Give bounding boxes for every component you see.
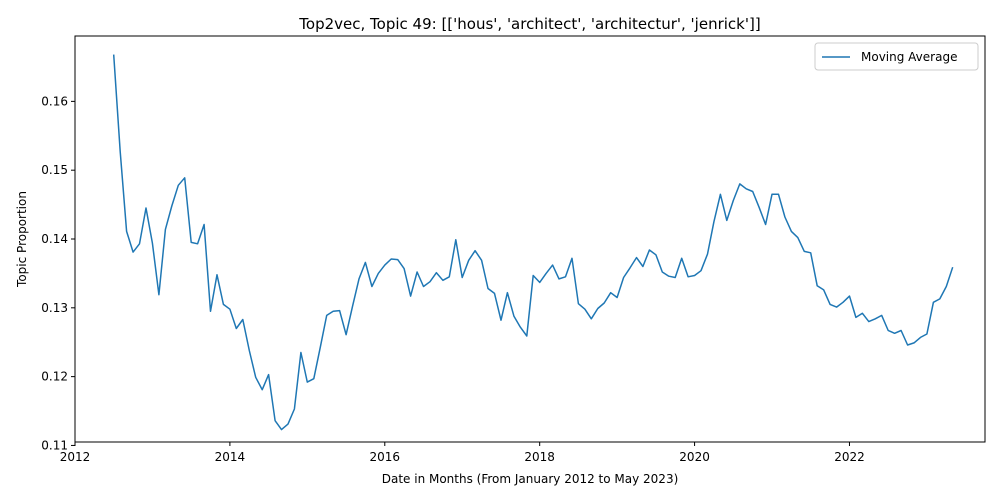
x-tick-label: 2012 (60, 450, 91, 464)
legend-label: Moving Average (861, 50, 957, 64)
y-tick-label: 0.11 (41, 438, 68, 452)
x-tick-label: 2018 (524, 450, 555, 464)
y-axis-label: Topic Proportion (15, 191, 29, 288)
x-axis: 2012 2014 2016 2018 2020 2022 (60, 442, 865, 464)
legend: Moving Average (814, 42, 979, 71)
y-tick-label: 0.12 (41, 370, 68, 384)
plot-frame (74, 35, 986, 443)
series-group (112, 54, 954, 431)
y-tick-label: 0.16 (41, 94, 68, 108)
chart-title: Top2vec, Topic 49: [['hous', 'architect'… (298, 15, 760, 33)
y-tick-label: 0.13 (41, 301, 68, 315)
x-tick-label: 2022 (834, 450, 865, 464)
y-tick-label: 0.15 (41, 163, 68, 177)
x-tick-label: 2020 (679, 450, 710, 464)
x-axis-label: Date in Months (From January 2012 to May… (382, 472, 679, 486)
y-axis: 0.11 0.12 0.13 0.14 0.15 0.16 (41, 94, 75, 452)
x-tick-label: 2014 (215, 450, 246, 464)
legend-box (814, 42, 979, 71)
series-line-moving-average (112, 54, 954, 431)
y-tick-label: 0.14 (41, 232, 68, 246)
x-tick-label: 2016 (370, 450, 401, 464)
